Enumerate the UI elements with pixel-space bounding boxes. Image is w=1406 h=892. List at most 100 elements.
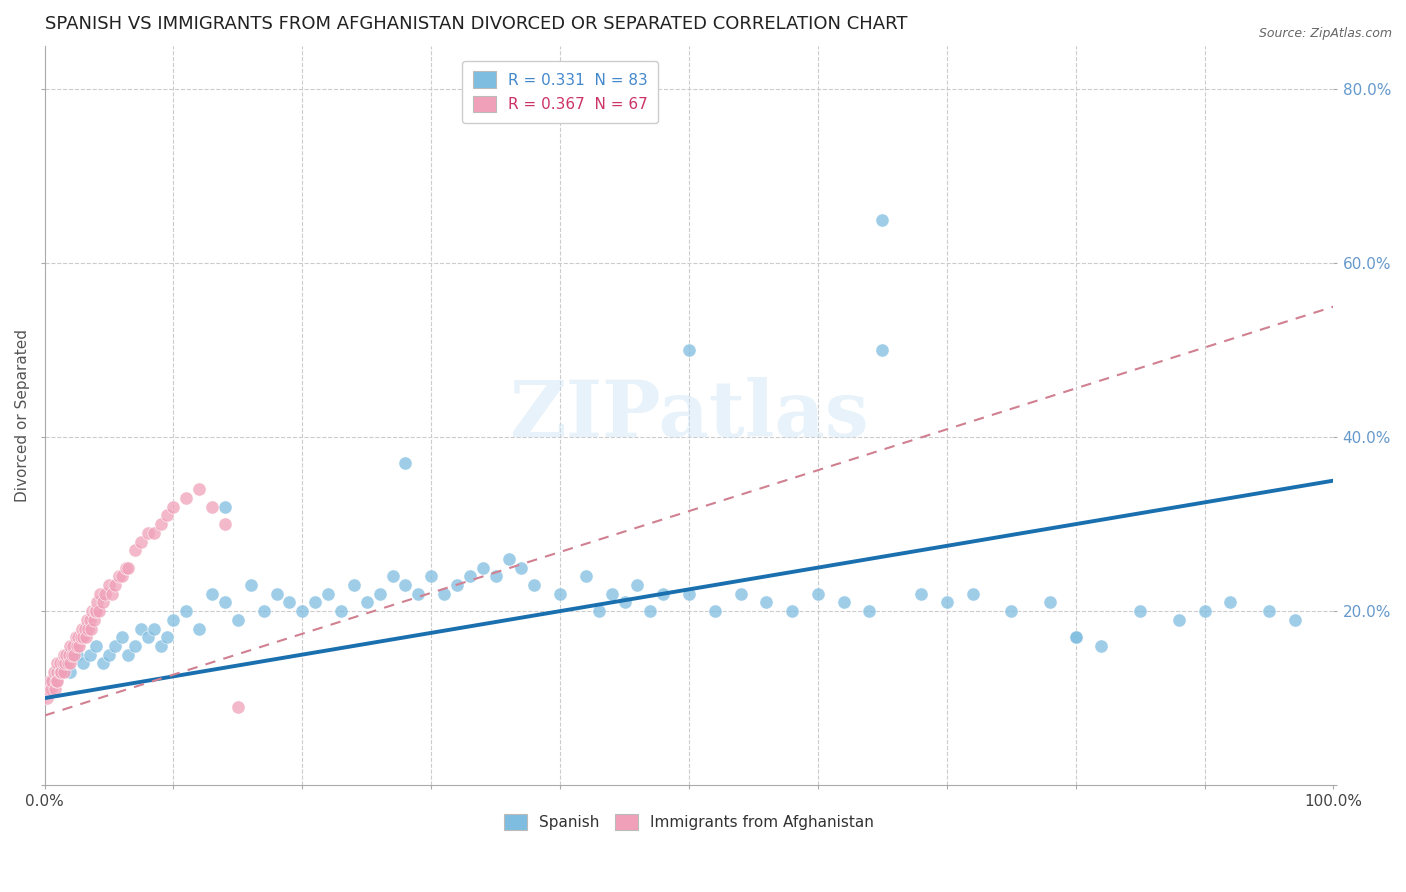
Point [149, 639, 172, 653]
Point [79, 613, 101, 627]
Point [98, 578, 121, 592]
Point [1258, 604, 1281, 618]
Point [588, 604, 610, 618]
Point [780, 604, 803, 618]
Point [498, 552, 520, 566]
Point [52, 657, 75, 671]
Point [226, 699, 249, 714]
Point [111, 630, 134, 644]
Point [226, 613, 249, 627]
Point [214, 595, 236, 609]
Point [832, 595, 855, 609]
Point [1194, 604, 1216, 618]
Point [51, 665, 73, 679]
Point [94, 587, 117, 601]
Point [523, 578, 546, 592]
Point [1090, 639, 1112, 653]
Point [58, 648, 80, 662]
Point [49, 657, 72, 671]
Point [129, 622, 152, 636]
Point [59, 665, 82, 679]
Y-axis label: Divorced or Separated: Divorced or Separated [15, 329, 30, 502]
Point [59, 639, 82, 653]
Point [485, 569, 508, 583]
Point [640, 604, 662, 618]
Point [291, 604, 314, 618]
Point [188, 622, 211, 636]
Point [38, 673, 60, 688]
Point [62, 639, 84, 653]
Point [39, 682, 62, 697]
Point [98, 648, 121, 662]
Point [83, 604, 105, 618]
Point [214, 517, 236, 532]
Point [381, 569, 404, 583]
Point [63, 648, 86, 662]
Point [266, 587, 288, 601]
Point [89, 587, 111, 601]
Point [1129, 604, 1152, 618]
Point [962, 587, 984, 601]
Text: SPANISH VS IMMIGRANTS FROM AFGHANISTAN DIVORCED OR SEPARATED CORRELATION CHART: SPANISH VS IMMIGRANTS FROM AFGHANISTAN D… [45, 15, 907, 33]
Point [82, 604, 104, 618]
Point [46, 657, 69, 671]
Point [91, 595, 114, 609]
Point [49, 665, 72, 679]
Point [143, 525, 166, 540]
Point [56, 657, 79, 671]
Point [42, 665, 65, 679]
Point [108, 569, 131, 583]
Point [420, 569, 443, 583]
Point [104, 578, 127, 592]
Point [55, 648, 77, 662]
Point [129, 534, 152, 549]
Point [755, 595, 778, 609]
Point [104, 639, 127, 653]
Point [935, 595, 957, 609]
Point [1000, 604, 1022, 618]
Point [156, 630, 179, 644]
Point [37, 682, 59, 697]
Point [67, 630, 90, 644]
Point [613, 595, 636, 609]
Point [124, 639, 146, 653]
Point [52, 657, 75, 671]
Point [626, 578, 648, 592]
Point [136, 525, 159, 540]
Point [70, 622, 93, 636]
Point [73, 622, 96, 636]
Point [730, 587, 752, 601]
Point [67, 639, 90, 653]
Point [156, 508, 179, 523]
Point [600, 587, 623, 601]
Point [1064, 630, 1087, 644]
Point [65, 630, 87, 644]
Point [510, 560, 533, 574]
Point [1219, 595, 1241, 609]
Point [100, 587, 122, 601]
Point [77, 622, 100, 636]
Point [66, 639, 89, 653]
Point [703, 604, 725, 618]
Point [52, 648, 75, 662]
Point [678, 587, 700, 601]
Point [201, 587, 224, 601]
Point [69, 630, 91, 644]
Point [446, 578, 468, 592]
Point [84, 604, 107, 618]
Point [575, 569, 598, 583]
Point [37, 691, 59, 706]
Point [910, 587, 932, 601]
Point [76, 613, 98, 627]
Point [117, 560, 139, 574]
Point [1284, 613, 1306, 627]
Point [59, 657, 82, 671]
Point [408, 587, 430, 601]
Point [39, 673, 62, 688]
Point [858, 604, 880, 618]
Point [201, 500, 224, 514]
Point [136, 630, 159, 644]
Text: Source: ZipAtlas.com: Source: ZipAtlas.com [1258, 27, 1392, 40]
Point [253, 604, 276, 618]
Point [162, 500, 184, 514]
